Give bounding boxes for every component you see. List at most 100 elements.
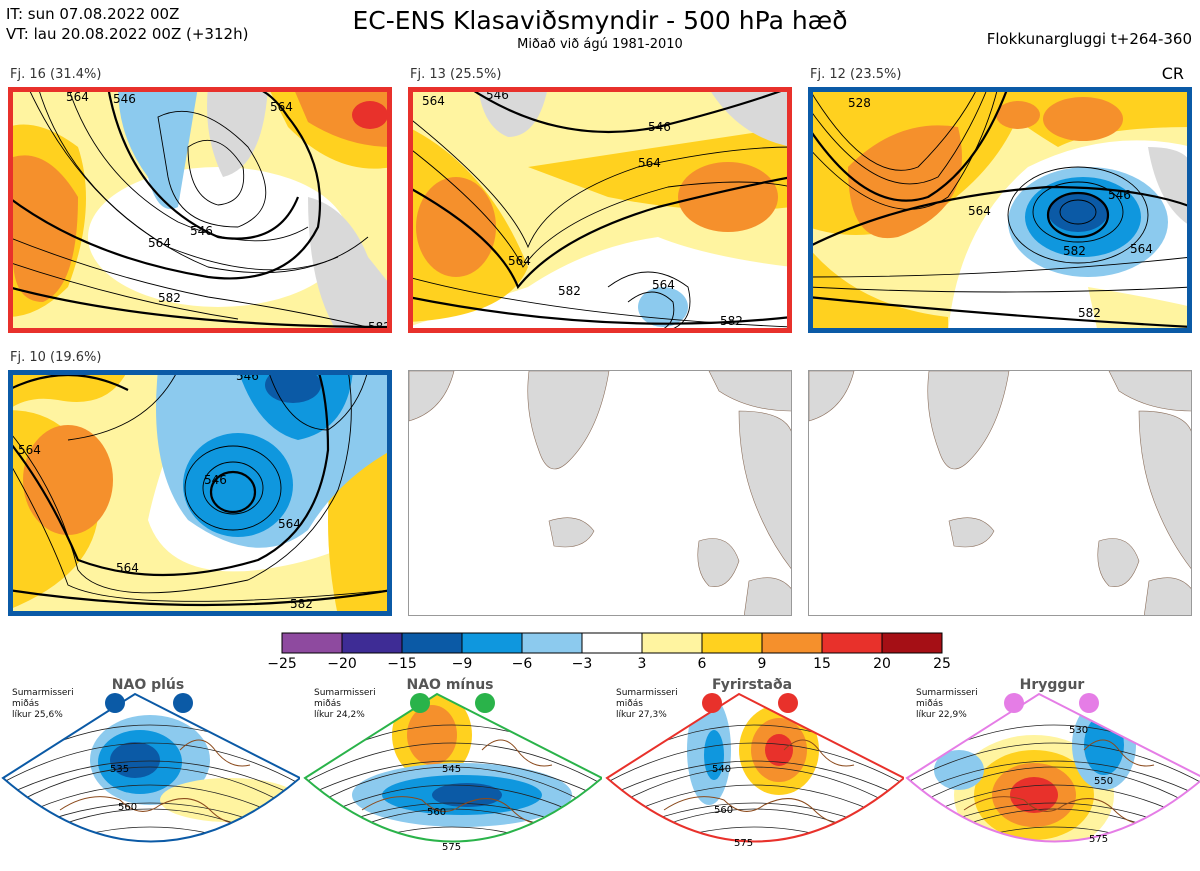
regime-contour-label: 540: [712, 764, 731, 775]
regime-title: Fyrirstaða: [711, 677, 793, 693]
regime-contour-label: 560: [118, 802, 137, 813]
colorbar-tick-label: −15: [387, 656, 417, 672]
regime-contour-label: 575: [734, 838, 753, 849]
colorbar-tick-label: 6: [697, 656, 707, 672]
time-info: IT: sun 07.08.2022 00Z VT: lau 20.08.202…: [6, 4, 248, 44]
regime-marker: [1004, 693, 1024, 713]
regime-panel: 535 560: [0, 690, 300, 870]
colorbar-tick-label: 3: [637, 656, 647, 672]
contour-label: 546: [113, 92, 136, 106]
colorbar: [281, 632, 943, 654]
regime-marker: [702, 693, 722, 713]
contour-label: 564: [508, 254, 531, 268]
regime-contour-label: 550: [1094, 776, 1113, 787]
contour-label: 546: [204, 473, 227, 487]
contour-label: 564: [66, 90, 89, 104]
regime-outline: [605, 692, 904, 843]
colorbar-tick-label: −20: [327, 656, 357, 672]
colorbar-swatch: [461, 632, 523, 654]
regime-contour-label: 535: [110, 764, 129, 775]
colorbar-swatch: [881, 632, 943, 654]
regime-contour-label: 575: [1089, 834, 1108, 845]
regime-panel: 545 560 575: [302, 690, 602, 870]
colorbar-swatch: [521, 632, 583, 654]
contour-label: 582: [158, 291, 181, 305]
cluster-map-1: 564 546 546 564 582 564 582: [8, 87, 392, 333]
contour-label: 582: [1063, 244, 1086, 258]
contour-label: 564: [652, 278, 675, 292]
page-subtitle: Miðað við ágú 1981-2010: [517, 37, 683, 52]
cluster-label-2: Fj. 13 (25.5%): [410, 67, 502, 82]
contour-label: 564: [1130, 242, 1153, 256]
regime-contour-label: 530: [1069, 725, 1088, 736]
regime-marker: [173, 693, 193, 713]
regime-outline: [303, 692, 602, 843]
contour-label: 582: [720, 314, 743, 328]
cr-label: CR: [1161, 64, 1184, 83]
cluster-label-3: Fj. 12 (23.5%): [810, 67, 902, 82]
regime-marker: [475, 693, 495, 713]
regime-title: NAO mínus: [406, 677, 494, 693]
regime-title: NAO plús: [111, 677, 185, 693]
contour-label: 564: [638, 156, 661, 170]
regime-marker: [778, 693, 798, 713]
colorbar-tick-label: −9: [451, 656, 473, 672]
empty-map-1: [408, 370, 792, 616]
colorbar-tick-label: −3: [571, 656, 593, 672]
colorbar-swatch: [641, 632, 703, 654]
cluster-label-4: Fj. 10 (19.6%): [10, 350, 102, 365]
colorbar-swatch: [341, 632, 403, 654]
regime-info: Sumarmisseri miðás líkur 27,3%: [616, 688, 678, 720]
contour-label: 564: [148, 236, 171, 250]
regime-title: Hryggur: [1019, 677, 1085, 693]
regime-panel: 540 560 575: [604, 690, 904, 870]
cluster-border-1: [8, 87, 392, 333]
regime-outline: [905, 692, 1200, 843]
contour-label: 582: [290, 597, 313, 611]
colorbar-tick-label: 20: [873, 656, 891, 672]
contour-label: 528: [848, 96, 871, 110]
regime-contour-label: 545: [442, 764, 461, 775]
page-title: EC-ENS Klasaviðsmyndir - 500 hPa hæð: [352, 6, 848, 35]
colorbar-swatch: [761, 632, 823, 654]
regime-map: 535 560: [1, 692, 300, 843]
regime-contour-label: 575: [442, 842, 461, 853]
cluster-border-2: [408, 87, 792, 333]
contour-label: 546: [190, 224, 213, 238]
contour-label: 564: [18, 443, 41, 457]
window-label: Flokkunargluggi t+264-360: [986, 30, 1192, 48]
regime-map: 530 550 575: [905, 692, 1200, 845]
colorbar-tick-label: 15: [813, 656, 831, 672]
contour-label: 564: [968, 204, 991, 218]
contour-label: 564: [270, 100, 293, 114]
cluster-map-3: 528 564 546 582 564 582: [808, 87, 1192, 333]
contour-label: 564: [278, 517, 301, 531]
regime-marker: [1079, 693, 1099, 713]
valid-time: VT: lau 20.08.2022 00Z (+312h): [6, 25, 249, 43]
contour-label: 582: [558, 284, 581, 298]
colorbar-tick-label: 25: [933, 656, 951, 672]
cluster-map-4: 546 564 546 564 564 582: [8, 370, 392, 616]
colorbar-tick-label: −25: [267, 656, 297, 672]
regime-contour-label: 560: [427, 807, 446, 818]
colorbar-swatch: [821, 632, 883, 654]
colorbar-swatch: [281, 632, 343, 654]
regime-map: 540 560 575: [605, 692, 904, 849]
contour-label: 564: [422, 94, 445, 108]
colorbar-swatch: [581, 632, 643, 654]
regime-outline: [1, 692, 300, 843]
regime-contour-label: 560: [714, 805, 733, 816]
contour-label: 582: [1078, 306, 1101, 320]
colorbar-tick-label: −6: [511, 656, 533, 672]
regime-marker: [105, 693, 125, 713]
cluster-border-3: [808, 87, 1192, 333]
initial-time: IT: sun 07.08.2022 00Z: [6, 5, 180, 23]
regime-panel: 530 550 575: [904, 690, 1200, 870]
colorbar-tick-label: 9: [757, 656, 767, 672]
contour-label: 546: [1108, 188, 1131, 202]
cluster-map-2: 564 546 546 564 564 582 564 582: [408, 87, 792, 333]
contour-label: 546: [648, 120, 671, 134]
colorbar-swatch: [401, 632, 463, 654]
cluster-border-4: [8, 370, 392, 616]
regime-info: Sumarmisseri miðás líkur 25,6%: [12, 688, 74, 720]
